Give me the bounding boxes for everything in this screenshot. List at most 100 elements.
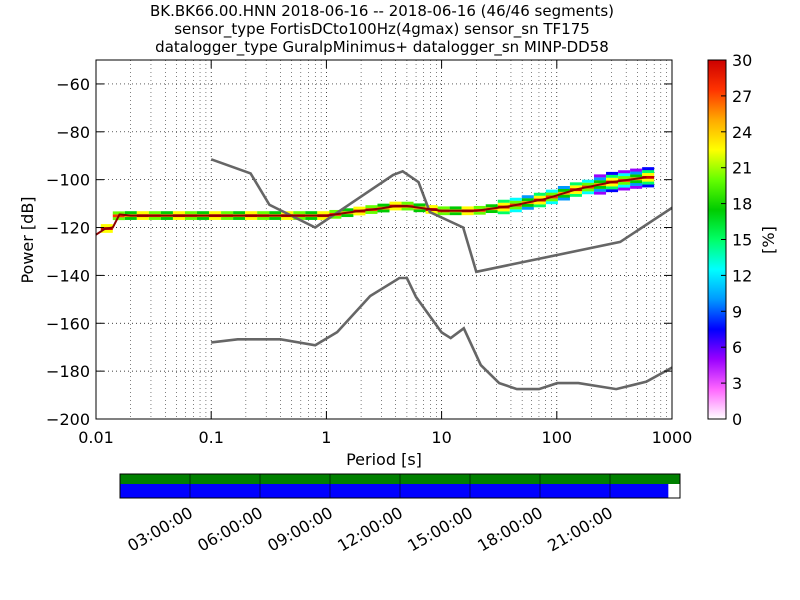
psd-cell bbox=[642, 172, 655, 176]
x-tick-label: 1 bbox=[321, 428, 331, 447]
colorbar-tick-label: 6 bbox=[732, 338, 742, 357]
plot-background bbox=[96, 60, 672, 419]
series-noise-model-low bbox=[211, 276, 672, 391]
psd-cell bbox=[594, 180, 607, 184]
psd-cell bbox=[557, 186, 570, 190]
psd-cell bbox=[473, 205, 486, 209]
psd-cell bbox=[509, 197, 522, 201]
colorbar-tick-label: 9 bbox=[732, 302, 742, 321]
psd-cell bbox=[221, 211, 234, 215]
psd-cell bbox=[581, 191, 595, 195]
psd-cell bbox=[497, 208, 510, 212]
psd-cell bbox=[317, 211, 330, 215]
psd-cell bbox=[389, 201, 402, 205]
x-tick-label: 1000 bbox=[652, 428, 693, 447]
psd-cell bbox=[497, 199, 510, 203]
psd-cell bbox=[606, 171, 619, 175]
psd-cell bbox=[545, 198, 558, 202]
psd-cell bbox=[172, 216, 185, 220]
timeline-tick-label: 18:00:00 bbox=[474, 503, 546, 555]
psd-cell bbox=[642, 178, 655, 182]
psd-cell bbox=[630, 168, 643, 172]
series-lines bbox=[96, 158, 672, 391]
colorbar-tick-label: 3 bbox=[732, 374, 742, 393]
psd-cell bbox=[642, 167, 655, 171]
psd-cell bbox=[257, 216, 270, 220]
x-tick-label: 10 bbox=[431, 428, 451, 447]
psd-cell bbox=[209, 211, 222, 215]
y-axis-label: Power [dB] bbox=[18, 196, 37, 283]
plot-frame bbox=[95, 59, 673, 420]
timeline-tick-label: 03:00:00 bbox=[124, 503, 196, 555]
psd-cell bbox=[160, 211, 173, 215]
psd-cell bbox=[353, 206, 366, 210]
psd-cell bbox=[148, 211, 161, 215]
psd-cell bbox=[329, 215, 342, 219]
psd-cell bbox=[233, 216, 246, 220]
colorbar-tick-label: 0 bbox=[732, 410, 742, 429]
psd-cell bbox=[509, 206, 522, 210]
psd-cell bbox=[557, 194, 570, 198]
title-line: sensor_type FortisDCto100Hz(4gmax) senso… bbox=[174, 20, 590, 39]
x-tick-label: 0.01 bbox=[78, 428, 114, 447]
psd-cell bbox=[594, 185, 607, 189]
colorbar-tick-label: 12 bbox=[732, 266, 752, 285]
y-tick-label: −100 bbox=[46, 171, 90, 190]
psd-cell bbox=[581, 179, 595, 183]
psd-cell bbox=[401, 207, 414, 211]
psd-cell bbox=[413, 203, 426, 207]
psd-cell bbox=[618, 181, 631, 185]
series-noise-model-high bbox=[210, 158, 672, 274]
y-tick-label: −200 bbox=[46, 410, 90, 429]
psd-cell bbox=[606, 186, 619, 190]
psd-cell bbox=[545, 192, 558, 196]
timeline-tick-label: 12:00:00 bbox=[334, 503, 406, 555]
psd-cell bbox=[197, 216, 210, 220]
psd-cell bbox=[172, 211, 185, 215]
psd-cell bbox=[160, 216, 173, 220]
y-tick-label: −160 bbox=[46, 314, 90, 333]
psd-cell bbox=[521, 203, 534, 207]
psd-cell bbox=[124, 211, 137, 215]
psd-cell bbox=[533, 192, 546, 196]
psd-cell bbox=[569, 190, 582, 194]
psd-cell bbox=[533, 204, 546, 208]
y-tick-label: −80 bbox=[56, 123, 90, 142]
psd-cell bbox=[606, 177, 619, 181]
timeline: 03:00:0006:00:0009:00:0012:00:0015:00:00… bbox=[119, 473, 681, 555]
psd-cell bbox=[269, 216, 282, 220]
psd-cell bbox=[293, 211, 306, 215]
psd-cell bbox=[594, 191, 607, 195]
timeline-tick-label: 15:00:00 bbox=[404, 503, 476, 555]
psd-cell bbox=[618, 187, 631, 191]
psd-cell bbox=[269, 211, 282, 215]
y-tick-label: −180 bbox=[46, 362, 90, 381]
psd-cell bbox=[557, 188, 570, 192]
psd-cell bbox=[305, 216, 318, 220]
psd-cell bbox=[136, 211, 149, 215]
colorbar-tick-label: 27 bbox=[732, 87, 752, 106]
psd-cell bbox=[594, 188, 607, 192]
psd-cell bbox=[545, 189, 558, 193]
psd-cell bbox=[112, 211, 125, 215]
psd-cell bbox=[630, 174, 643, 178]
timeline-bar-psd-coverage bbox=[120, 484, 669, 498]
psd-cell bbox=[305, 211, 318, 215]
y-tick-label: −60 bbox=[56, 75, 90, 94]
psd-cell bbox=[630, 171, 643, 175]
psd-cell bbox=[341, 214, 354, 218]
psd-cell bbox=[461, 212, 474, 216]
colorbar-tick-label: 30 bbox=[732, 51, 752, 70]
psd-cell bbox=[389, 207, 402, 211]
psd-cell bbox=[449, 212, 462, 216]
psd-cell bbox=[642, 175, 655, 179]
psd-cell bbox=[545, 201, 558, 205]
psd-cell bbox=[329, 209, 342, 213]
psd-cell bbox=[630, 185, 643, 189]
psd-cell bbox=[642, 184, 655, 188]
psd-cell bbox=[497, 211, 510, 215]
psd-cell bbox=[100, 224, 113, 228]
psd-cell bbox=[413, 209, 426, 213]
colorbar-tick-label: 24 bbox=[732, 123, 752, 142]
psd-cell bbox=[184, 211, 198, 215]
